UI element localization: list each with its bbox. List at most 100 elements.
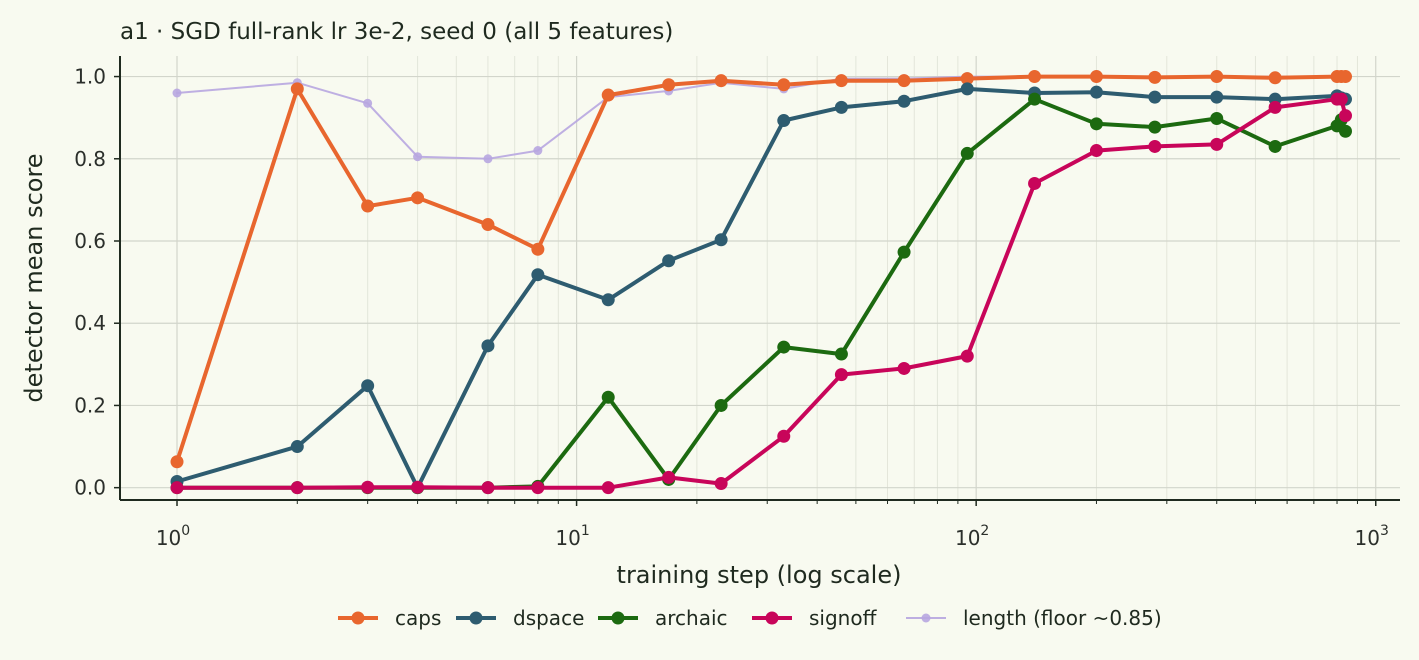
y-axis-label: detector mean score [20, 153, 48, 402]
series-layer [170, 70, 1352, 495]
data-point [170, 455, 184, 469]
data-point [1028, 70, 1042, 84]
legend-marker [765, 611, 779, 625]
data-point [601, 88, 615, 102]
data-point [531, 242, 545, 256]
data-point [413, 152, 423, 162]
data-point [662, 254, 676, 268]
y-tick-label: 0.6 [74, 229, 106, 253]
data-point [481, 481, 495, 495]
data-point [897, 361, 911, 375]
data-point [483, 154, 493, 164]
data-point [1334, 92, 1348, 106]
data-point [1148, 120, 1162, 134]
minor-gridlines [296, 56, 1358, 500]
legend-label: signoff [809, 606, 878, 630]
legend-label: caps [395, 606, 441, 630]
data-point [714, 398, 728, 412]
y-tick-label: 0.2 [74, 393, 106, 417]
data-point [601, 293, 615, 307]
data-point [714, 74, 728, 88]
legend-marker [351, 611, 365, 625]
legend-item: caps [338, 606, 441, 630]
data-point [363, 98, 373, 108]
data-point [1028, 176, 1042, 190]
data-point [834, 100, 848, 114]
data-point [960, 72, 974, 86]
data-point [1210, 137, 1224, 151]
y-tick-label: 0.4 [74, 311, 106, 335]
data-point [1028, 92, 1042, 106]
data-point [714, 233, 728, 247]
data-point [714, 477, 728, 491]
legend-item: signoff [752, 606, 878, 630]
data-point [897, 245, 911, 259]
legend-label: archaic [655, 606, 728, 630]
data-point [411, 480, 425, 494]
data-point [1268, 100, 1282, 114]
data-point [290, 82, 304, 96]
data-point [531, 481, 545, 495]
legend-label: dspace [513, 606, 584, 630]
data-point [897, 94, 911, 108]
data-point [481, 339, 495, 353]
data-point [290, 440, 304, 454]
data-point [1148, 139, 1162, 153]
data-point [481, 218, 495, 232]
x-axis-label: training step (log scale) [617, 561, 902, 589]
series-signoff [170, 92, 1352, 495]
data-point [960, 146, 974, 160]
data-point [1210, 70, 1224, 84]
data-point [662, 470, 676, 484]
data-point [1089, 70, 1103, 84]
data-point [777, 340, 791, 354]
data-point [361, 199, 375, 213]
data-point [1338, 70, 1352, 84]
data-point [777, 429, 791, 443]
data-point [1148, 90, 1162, 104]
data-point [777, 78, 791, 92]
data-point [601, 481, 615, 495]
data-point [834, 74, 848, 88]
legend-marker [469, 611, 483, 625]
data-point [1338, 124, 1352, 138]
legend-item: archaic [598, 606, 728, 630]
chart-title: a1 · SGD full-rank lr 3e-2, seed 0 (all … [120, 19, 673, 45]
legend-item: length (floor ~0.85) [906, 606, 1162, 630]
legend-marker [921, 613, 931, 623]
data-point [1210, 111, 1224, 125]
data-point [172, 88, 182, 98]
data-point [601, 390, 615, 404]
data-point [361, 379, 375, 393]
y-tick-label: 1.0 [74, 65, 106, 89]
data-point [834, 347, 848, 361]
data-point [411, 191, 425, 205]
legend-marker [611, 611, 625, 625]
y-tick-label: 0.8 [74, 147, 106, 171]
data-point [1089, 144, 1103, 158]
axes [119, 56, 1400, 501]
series-caps [170, 70, 1352, 469]
data-point [1268, 71, 1282, 85]
data-point [1089, 117, 1103, 131]
data-point [1338, 109, 1352, 123]
data-point [290, 481, 304, 495]
data-point [960, 82, 974, 96]
data-point [960, 349, 974, 363]
data-point [897, 74, 911, 88]
data-point [361, 480, 375, 494]
data-point [170, 481, 184, 495]
data-point [662, 78, 676, 92]
data-point [777, 114, 791, 128]
legend-item: dspace [456, 606, 584, 630]
data-point [533, 146, 543, 156]
data-point [834, 368, 848, 382]
data-point [531, 268, 545, 282]
data-point [1268, 139, 1282, 153]
data-point [1089, 85, 1103, 99]
legend-label: length (floor ~0.85) [963, 606, 1162, 630]
y-tick-label: 0.0 [74, 476, 106, 500]
data-point [1148, 70, 1162, 84]
